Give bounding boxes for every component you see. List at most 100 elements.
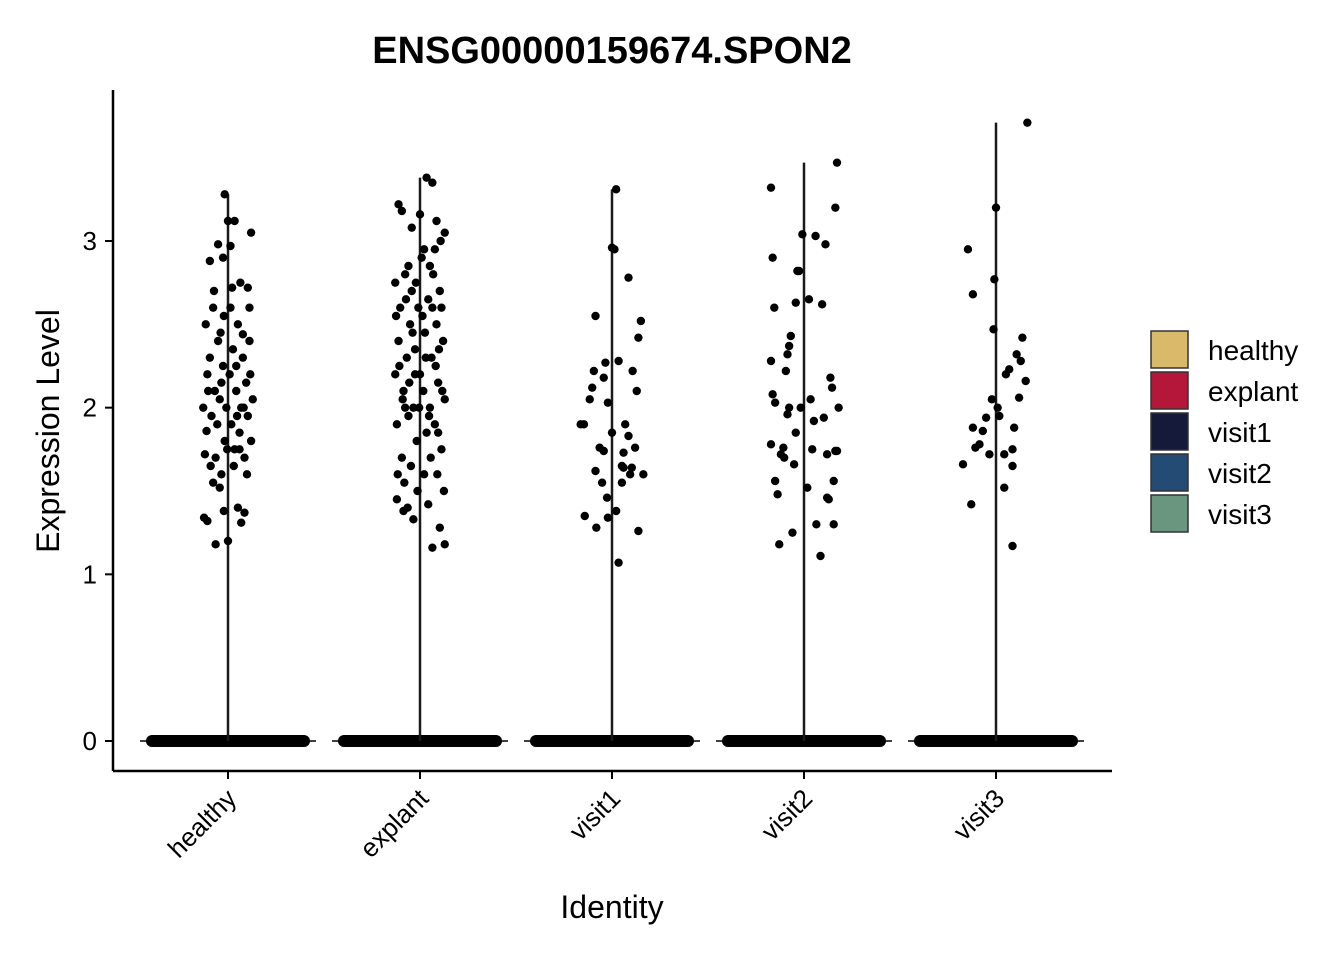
x-tick-label-healthy: healthy [162, 783, 242, 863]
data-point [426, 453, 435, 462]
data-point [219, 311, 229, 321]
data-point [206, 461, 215, 471]
data-point [437, 303, 446, 312]
data-point [798, 230, 807, 239]
data-point [412, 436, 421, 446]
data-point [225, 370, 234, 379]
data-point [428, 303, 437, 312]
data-point [438, 386, 447, 396]
data-point [439, 486, 449, 496]
data-point [238, 353, 248, 362]
legend-label-explant: explant [1208, 376, 1299, 407]
data-point [404, 411, 413, 421]
data-point [213, 336, 223, 346]
data-point [222, 403, 231, 412]
data-point [440, 540, 449, 549]
data-point [410, 370, 420, 379]
y-tick-label: 2 [83, 393, 97, 423]
data-point [435, 286, 444, 296]
data-point [240, 508, 249, 517]
data-point [414, 303, 423, 312]
data-point [211, 540, 220, 549]
data-point [958, 460, 968, 469]
data-point [406, 461, 416, 471]
data-point [210, 386, 219, 396]
data-point [227, 420, 236, 429]
data-point [1008, 445, 1017, 454]
data-point [243, 411, 252, 421]
data-point [602, 493, 612, 502]
data-point [968, 423, 978, 432]
data-point [1008, 541, 1017, 551]
data-point [436, 236, 445, 246]
data-point [238, 330, 248, 339]
data-point [232, 411, 242, 421]
data-point [768, 390, 777, 399]
data-point [809, 416, 819, 426]
data-point [418, 311, 427, 321]
data-point [391, 370, 400, 379]
data-point [241, 378, 251, 387]
data-point [201, 320, 210, 329]
data-point [425, 261, 435, 271]
data-point [607, 428, 617, 437]
data-point [245, 336, 254, 346]
data-point [816, 551, 825, 561]
data-point [218, 253, 228, 262]
data-point [432, 216, 441, 226]
data-point [220, 190, 229, 199]
data-point [624, 431, 633, 441]
data-point [213, 240, 223, 249]
data-point [591, 311, 600, 321]
x-tick-label-visit1: visit1 [563, 783, 626, 846]
data-point [414, 403, 424, 412]
data-point [779, 443, 788, 452]
data-point [995, 411, 1004, 421]
data-point [619, 463, 628, 472]
data-point [216, 328, 225, 337]
data-point [829, 476, 838, 486]
data-point [211, 453, 220, 462]
data-point [424, 500, 433, 509]
data-point [617, 478, 627, 487]
data-point [419, 386, 428, 396]
data-point [425, 403, 435, 412]
data-point [242, 470, 252, 479]
data-point [440, 395, 449, 404]
data-point [627, 463, 636, 472]
data-point [235, 445, 244, 454]
data-point [603, 398, 613, 407]
data-point [768, 253, 777, 262]
data-point [592, 523, 601, 532]
legend-swatch-visit2 [1150, 453, 1189, 492]
data-point [829, 520, 838, 529]
data-point [408, 328, 417, 337]
data-point [227, 283, 237, 292]
data-point [990, 275, 999, 284]
data-point [434, 345, 444, 354]
data-point [591, 466, 600, 476]
data-point [419, 470, 429, 479]
data-point [595, 443, 604, 452]
data-point [588, 383, 597, 392]
data-point [394, 200, 403, 209]
data-point [766, 356, 776, 366]
data-point [427, 353, 436, 362]
violin-group-visit2 [716, 158, 892, 747]
data-point [788, 528, 797, 537]
x-tick-label-visit3: visit3 [947, 783, 1010, 846]
data-point [226, 303, 235, 312]
data-point [831, 203, 840, 212]
data-point [610, 245, 619, 254]
data-point [614, 558, 623, 567]
data-point [410, 345, 420, 354]
data-point [791, 298, 800, 307]
data-point [431, 361, 440, 371]
data-point [993, 403, 1002, 412]
data-point [409, 403, 418, 412]
data-point [614, 356, 623, 366]
data-point [580, 511, 589, 521]
data-point [407, 286, 416, 296]
data-point [415, 210, 425, 219]
data-point [619, 448, 628, 457]
